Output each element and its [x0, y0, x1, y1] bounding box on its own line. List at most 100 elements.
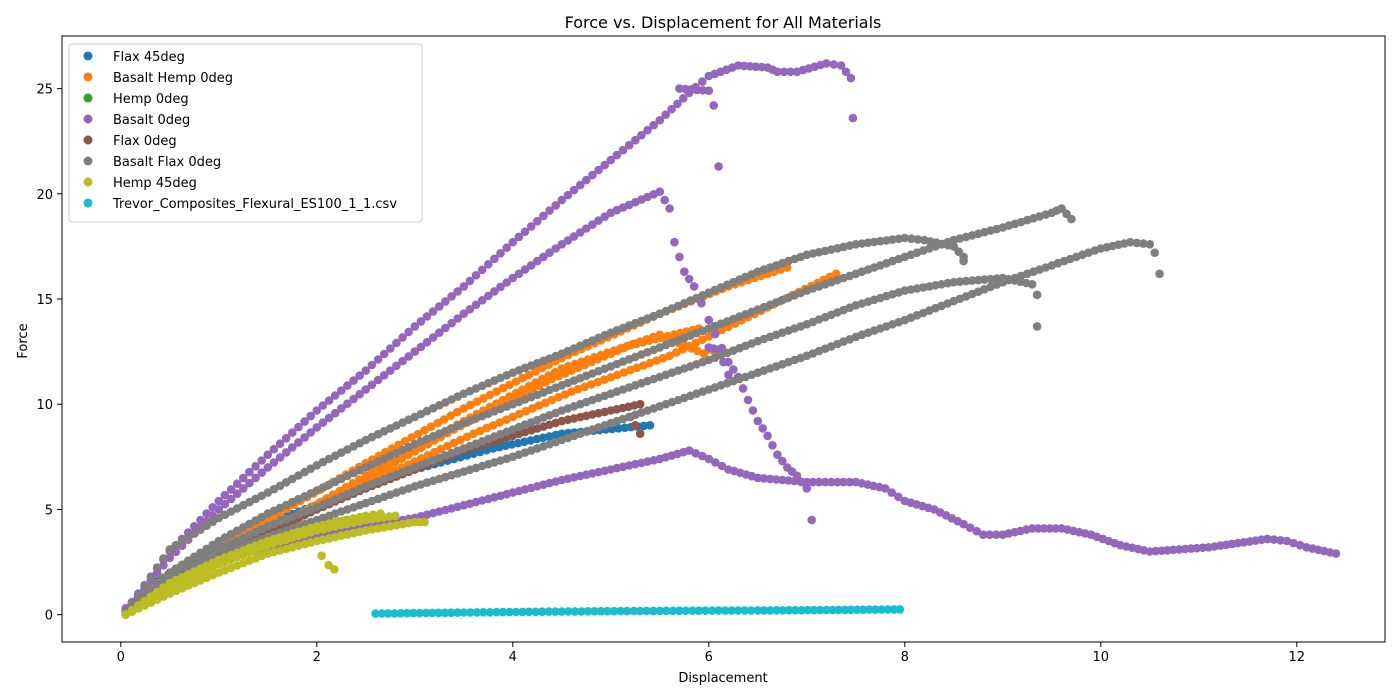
- x-axis-ticks: 0 2 4 6 8 10 12: [117, 642, 1305, 665]
- data-point: [655, 187, 665, 196]
- data-point: [748, 406, 758, 415]
- data-point: [390, 511, 400, 521]
- data-point: [1032, 322, 1042, 331]
- legend-entry: Flax 45deg: [113, 50, 185, 65]
- data-point: [704, 315, 714, 325]
- data-point: [459, 404, 469, 413]
- data-point: [681, 606, 691, 615]
- data-point: [413, 429, 423, 439]
- data-point: [603, 606, 612, 616]
- data-point: [827, 477, 836, 487]
- data-point: [324, 413, 334, 423]
- data-point: [609, 606, 619, 616]
- data-point: [1051, 524, 1060, 533]
- data-point: [505, 392, 514, 401]
- data-point: [913, 235, 923, 244]
- data-point: [1139, 239, 1148, 248]
- data-point: [505, 607, 514, 617]
- data-point: [743, 395, 753, 405]
- data-point: [288, 443, 297, 452]
- data-point: [955, 277, 965, 287]
- data-point: [376, 509, 385, 518]
- data-point: [220, 490, 230, 500]
- data-point: [511, 607, 521, 617]
- data-point: [508, 273, 518, 283]
- data-point: [539, 252, 548, 262]
- data-point: [577, 357, 586, 367]
- data-point: [520, 265, 530, 274]
- data-point: [482, 423, 492, 433]
- data-point: [371, 609, 380, 618]
- data-point: [361, 385, 371, 394]
- data-point: [465, 276, 475, 286]
- data-point: [409, 608, 418, 618]
- data-point: [428, 608, 437, 618]
- data-point: [453, 287, 463, 296]
- data-point: [629, 606, 638, 616]
- data-point: [449, 438, 459, 448]
- data-point: [312, 406, 322, 415]
- data-point: [526, 261, 536, 270]
- legend-entry: Basalt 0deg: [113, 113, 190, 128]
- data-point: [570, 359, 580, 369]
- data-point: [534, 401, 544, 410]
- data-point: [704, 454, 714, 464]
- y-tick-label: 20: [36, 188, 53, 203]
- y-tick-label: 10: [36, 398, 53, 413]
- data-point: [337, 386, 346, 395]
- data-point: [786, 67, 795, 77]
- data-point: [594, 165, 603, 175]
- data-point: [704, 86, 714, 95]
- data-point: [814, 477, 824, 487]
- data-point: [484, 291, 493, 301]
- data-point: [632, 363, 642, 373]
- data-point: [447, 292, 456, 301]
- data-point: [606, 373, 616, 382]
- data-point: [557, 607, 567, 616]
- data-point: [740, 606, 749, 615]
- data-point: [643, 125, 652, 135]
- data-point: [232, 479, 242, 489]
- data-point: [537, 607, 547, 616]
- data-point: [1263, 534, 1272, 544]
- data-point: [374, 464, 384, 473]
- data-point: [596, 350, 606, 360]
- data-point: [709, 101, 718, 110]
- data-point: [348, 479, 358, 488]
- data-point: [245, 478, 254, 488]
- data-point: [802, 477, 812, 487]
- data-point: [471, 271, 481, 280]
- data-point: [263, 463, 273, 472]
- data-point: [469, 429, 478, 439]
- data-point: [439, 415, 449, 424]
- data-point: [466, 608, 475, 617]
- data-point: [159, 554, 168, 563]
- data-point: [498, 383, 508, 393]
- data-point: [711, 329, 720, 339]
- x-tick-label: 12: [1289, 650, 1306, 665]
- data-point: [511, 388, 521, 398]
- data-point: [281, 448, 291, 457]
- data-point: [573, 384, 583, 394]
- data-point: [662, 606, 671, 616]
- data-point: [330, 408, 340, 418]
- legend-entry: Hemp 0deg: [113, 92, 189, 107]
- data-point: [465, 305, 475, 314]
- data-point: [606, 155, 616, 165]
- data-point: [343, 399, 352, 409]
- data-point: [724, 370, 733, 380]
- data-point: [165, 568, 175, 577]
- data-point: [639, 421, 648, 431]
- data-point: [440, 608, 450, 618]
- data-point: [528, 404, 537, 413]
- data-point: [496, 282, 505, 292]
- data-point: [635, 399, 645, 409]
- data-point: [836, 61, 846, 70]
- data-point: [485, 608, 495, 617]
- data-point: [355, 389, 365, 399]
- data-point: [833, 477, 842, 487]
- data-point: [514, 269, 524, 279]
- data-point: [396, 609, 406, 618]
- legend-marker: [83, 177, 93, 187]
